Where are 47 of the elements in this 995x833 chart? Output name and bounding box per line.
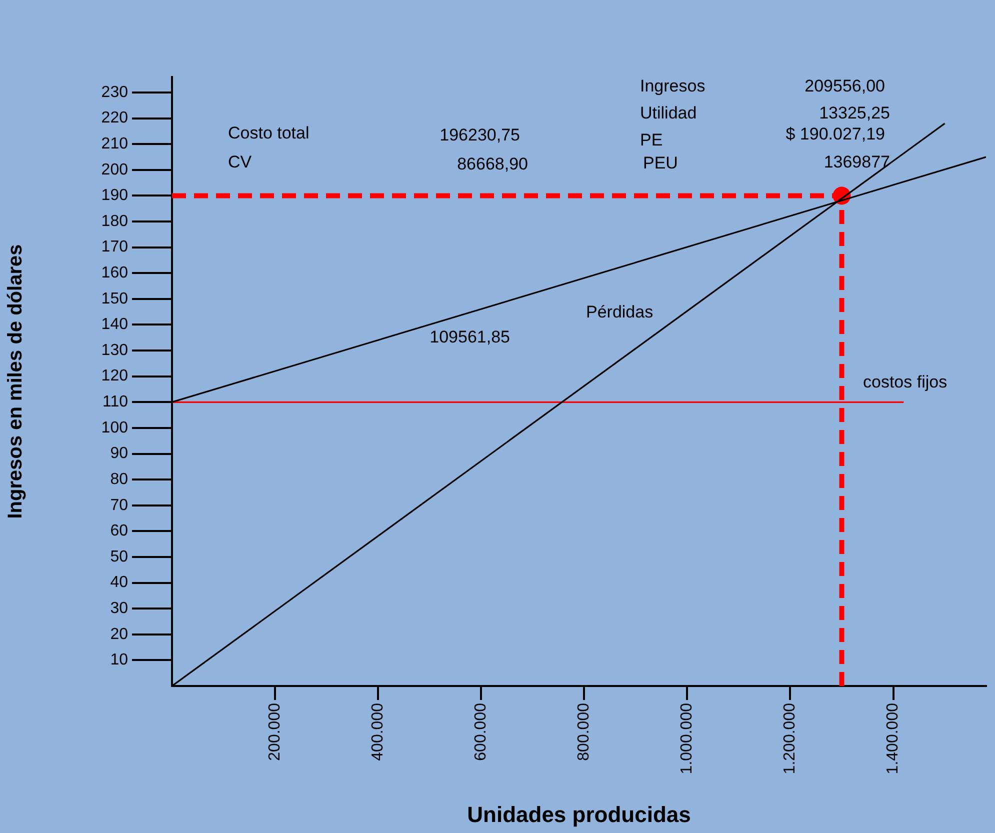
annotation: Utilidad <box>640 104 697 123</box>
annotation: CV <box>228 152 252 172</box>
x-axis-title: Unidades producidas <box>467 802 691 827</box>
y-tick-label: 180 <box>101 212 128 230</box>
x-tick-label: 400.000 <box>369 702 386 761</box>
y-tick-label: 130 <box>101 342 128 359</box>
annotation: PE <box>640 130 663 150</box>
annotation: 86668,90 <box>457 154 528 174</box>
y-tick-label: 140 <box>101 316 128 334</box>
annotation: Ingresos <box>640 76 706 96</box>
y-tick-label: 220 <box>101 110 128 127</box>
y-tick-label: 160 <box>101 264 128 282</box>
annotation: Pérdidas <box>586 302 654 322</box>
y-tick-label: 20 <box>110 626 128 643</box>
annotation: 13325,25 <box>819 104 890 123</box>
y-tick-label: 170 <box>101 238 128 256</box>
y-tick-label: 230 <box>101 84 128 101</box>
y-tick-label: 120 <box>101 368 128 385</box>
x-tick-label: 800.000 <box>576 702 593 761</box>
y-tick-label: 10 <box>110 652 128 669</box>
y-tick-label: 30 <box>110 600 128 617</box>
annotation: costos fijos <box>863 372 948 392</box>
y-tick-label: 40 <box>110 574 128 592</box>
y-tick-label: 110 <box>102 394 128 411</box>
x-tick-label: 1.200.000 <box>782 702 799 774</box>
y-tick-label: 60 <box>110 522 128 540</box>
y-tick-label: 200 <box>101 161 128 178</box>
y-axis-title: Ingresos en miles de dólares <box>4 244 27 519</box>
y-tick-label: 50 <box>110 548 128 566</box>
y-tick-label: 100 <box>101 419 128 436</box>
y-tick-label: 190 <box>101 187 128 204</box>
x-tick-label: 1.400.000 <box>884 702 902 774</box>
annotation: 109561,85 <box>430 328 510 347</box>
annotation: 196230,75 <box>440 126 520 145</box>
annotation: 1369877 <box>824 152 890 172</box>
annotation: PEU <box>643 154 678 173</box>
x-tick-label: 600.000 <box>472 702 490 761</box>
annotation: $ 190.027,19 <box>786 124 885 144</box>
x-tick-label: 1.000.000 <box>678 702 696 774</box>
annotation: 209556,00 <box>804 76 885 96</box>
annotation: Costo total <box>228 124 310 143</box>
y-tick-label: 150 <box>101 290 128 308</box>
x-tick-label: 200.000 <box>266 702 284 761</box>
y-tick-label: 210 <box>101 136 128 152</box>
y-tick-label: 80 <box>110 470 128 488</box>
y-tick-label: 90 <box>110 445 128 462</box>
y-tick-label: 70 <box>110 496 128 514</box>
